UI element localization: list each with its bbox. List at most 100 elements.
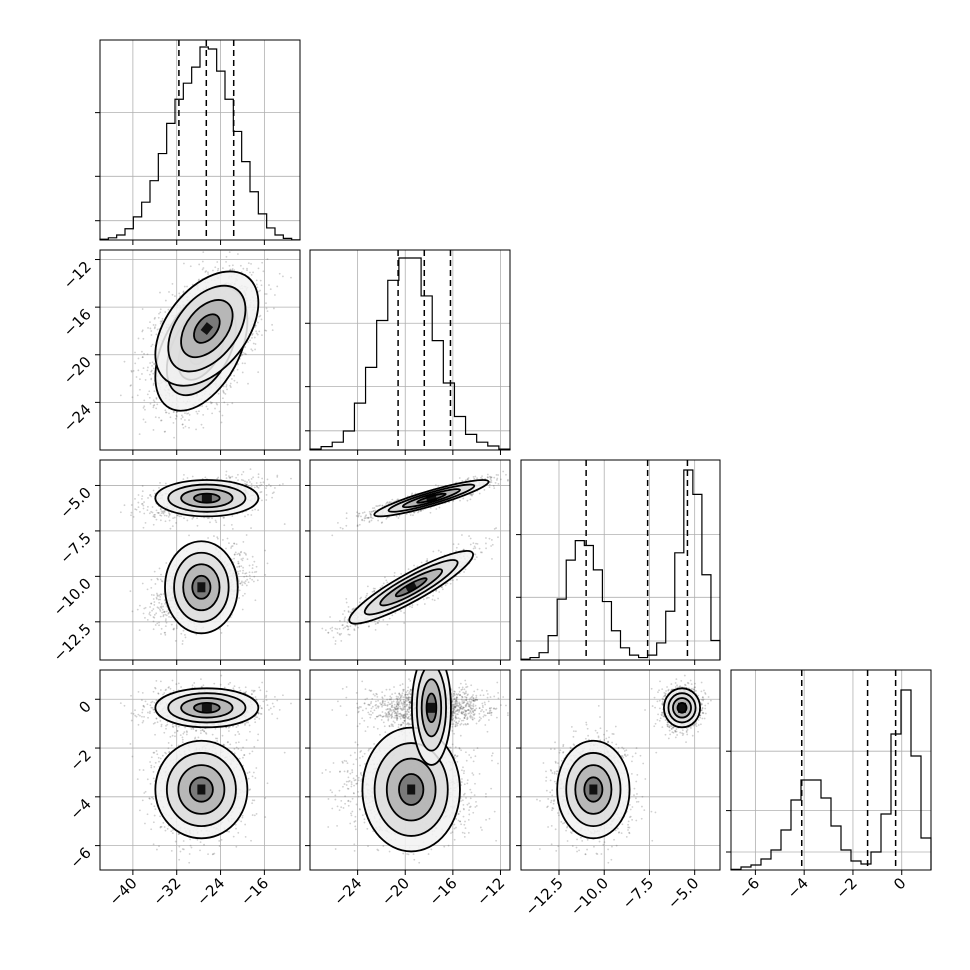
tick-label-x: −6 (735, 874, 763, 902)
sample-point (159, 311, 162, 314)
sample-point (196, 524, 199, 527)
sample-point (251, 571, 254, 574)
sample-point (164, 409, 167, 412)
sample-point (217, 476, 220, 479)
sample-point (184, 412, 186, 415)
sample-point (172, 628, 175, 631)
sample-point (152, 608, 155, 610)
sample-point (149, 614, 152, 617)
sample-point (225, 384, 228, 386)
sample-point (159, 606, 162, 609)
sample-point (229, 476, 232, 479)
sample-point (167, 612, 170, 615)
sample-point (222, 390, 225, 393)
sample-point (164, 625, 167, 628)
sample-point (229, 268, 232, 271)
sample-point (160, 593, 163, 596)
sample-point (142, 507, 145, 510)
sample-point (158, 312, 160, 315)
sample-point (159, 609, 162, 612)
sample-point (153, 390, 156, 393)
sample-point (161, 611, 164, 614)
sample-point (151, 609, 153, 612)
sample-point (248, 571, 251, 574)
sample-point (235, 543, 238, 546)
sample-point (168, 291, 170, 293)
sample-point (222, 389, 225, 392)
sample-point (229, 382, 232, 385)
tick-label-x: −4 (784, 874, 812, 902)
sample-point (264, 549, 267, 552)
sample-point (161, 317, 164, 320)
sample-point (200, 423, 203, 426)
sample-point (198, 410, 200, 413)
sample-point (223, 392, 225, 394)
sample-point (231, 545, 234, 547)
sample-point (158, 621, 160, 624)
sample-point (155, 333, 158, 336)
sample-point (207, 537, 209, 539)
sample-point (278, 272, 281, 275)
sample-point (159, 593, 162, 596)
sample-point (214, 519, 217, 522)
sample-point (265, 307, 268, 310)
sample-point (231, 264, 234, 267)
sample-point (253, 571, 256, 573)
sample-point (231, 528, 234, 530)
sample-point (250, 273, 253, 276)
sample-point (154, 624, 157, 626)
sample-point (258, 246, 260, 248)
sample-point (251, 564, 254, 566)
sample-point (247, 262, 250, 265)
sample-point (249, 481, 251, 483)
sample-point (155, 612, 158, 615)
sample-point (180, 417, 183, 420)
sample-point (148, 512, 151, 515)
sample-point (143, 607, 146, 610)
sample-point (142, 418, 145, 421)
sample-point (150, 586, 153, 589)
sample-point (264, 574, 267, 576)
sample-point (211, 517, 214, 520)
sample-point (252, 271, 255, 274)
sample-point (205, 405, 208, 408)
sample-point (148, 396, 151, 399)
sample-point (138, 388, 141, 391)
sample-point (165, 562, 168, 564)
sample-point (198, 263, 201, 266)
sample-point (182, 290, 185, 293)
sample-point (246, 483, 248, 486)
sample-point (266, 562, 269, 565)
sample-point (159, 320, 162, 323)
sample-point (255, 565, 258, 568)
sample-point (255, 279, 258, 282)
sample-point (238, 565, 241, 568)
sample-point (243, 575, 246, 578)
sample-point (152, 515, 155, 518)
sample-point (230, 523, 233, 526)
sample-point (137, 369, 140, 372)
sample-point (225, 255, 228, 258)
sample-point (250, 348, 253, 351)
sample-point (249, 577, 252, 580)
sample-point (234, 551, 237, 554)
sample-point (247, 382, 249, 385)
sample-point (158, 416, 160, 419)
sample-point (253, 486, 256, 489)
sample-point (142, 367, 145, 370)
sample-point (136, 394, 139, 397)
sample-point (217, 392, 220, 395)
sample-point (158, 594, 161, 597)
sample-point (152, 616, 155, 618)
sample-point (247, 341, 249, 344)
sample-point (226, 403, 229, 406)
sample-point (186, 285, 188, 288)
sample-point (236, 363, 239, 366)
sample-point (150, 334, 153, 336)
sample-point (164, 299, 167, 302)
sample-point (152, 594, 155, 597)
sample-point (201, 268, 204, 271)
sample-point (153, 604, 156, 606)
sample-point (172, 628, 175, 631)
sample-point (233, 374, 236, 377)
